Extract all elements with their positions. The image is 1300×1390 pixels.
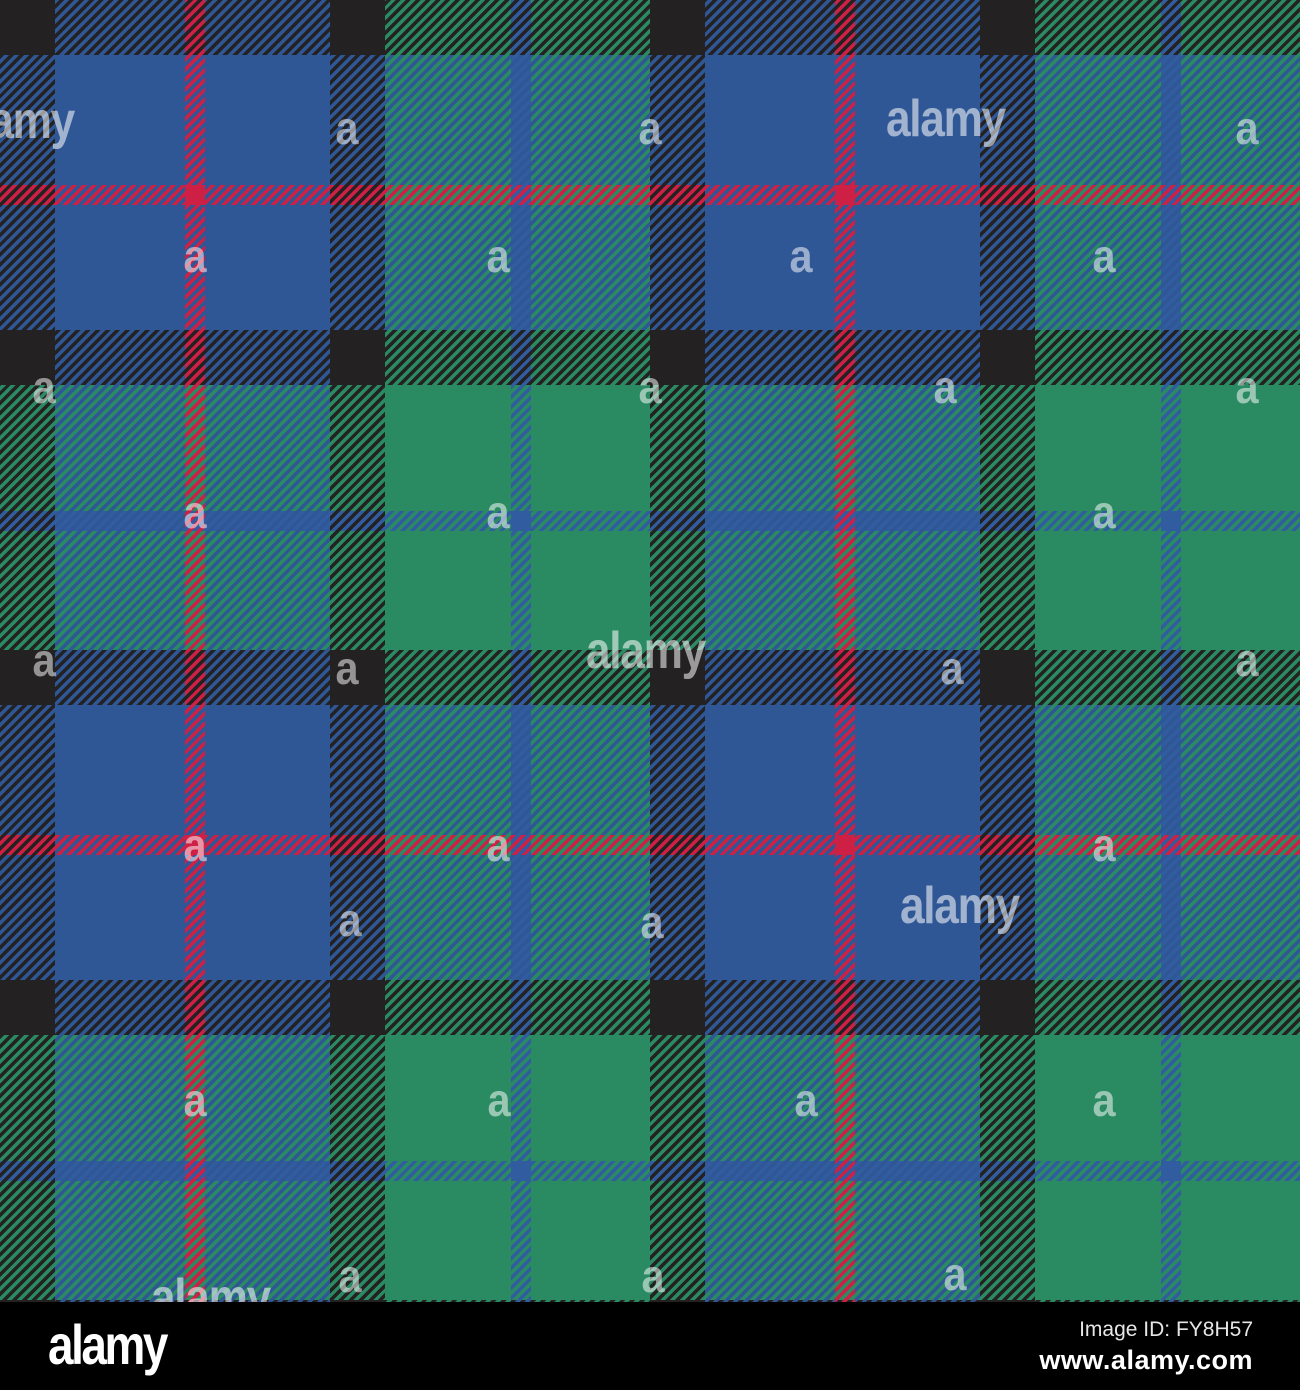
alamy-url-text: www.alamy.com bbox=[1039, 1345, 1253, 1376]
a-watermark: a bbox=[335, 102, 359, 154]
alamy-footer-bar: alamy Image ID: FY8H57 www.alamy.com bbox=[0, 1302, 1300, 1390]
alamy-watermark: alamy bbox=[900, 877, 1020, 935]
a-watermark: a bbox=[638, 361, 662, 413]
a-watermark: a bbox=[338, 894, 362, 946]
a-watermark: a bbox=[183, 819, 207, 871]
a-watermark: a bbox=[183, 486, 207, 538]
a-watermark: a bbox=[638, 102, 662, 154]
alamy-watermark: alamy bbox=[886, 90, 1006, 148]
a-watermark: a bbox=[338, 1250, 362, 1302]
a-watermark: a bbox=[335, 642, 359, 694]
a-watermark: a bbox=[943, 1248, 967, 1300]
a-watermark: a bbox=[933, 361, 957, 413]
a-watermark: a bbox=[1235, 102, 1259, 154]
a-watermark: a bbox=[487, 1074, 511, 1126]
a-watermark: a bbox=[794, 1074, 818, 1126]
a-watermark: a bbox=[1092, 486, 1116, 538]
a-watermark: a bbox=[1092, 1074, 1116, 1126]
a-watermark: a bbox=[183, 230, 207, 282]
a-watermark: a bbox=[940, 642, 964, 694]
alamy-watermark: alamy bbox=[0, 92, 75, 150]
watermark-layer: alamyalamyalamyalamyalamyaaaaaaaaaaaaaaa… bbox=[0, 0, 1300, 1302]
a-watermark: a bbox=[1092, 230, 1116, 282]
a-watermark: a bbox=[486, 486, 510, 538]
tartan-weft-twill bbox=[0, 0, 1300, 1302]
a-watermark: a bbox=[789, 230, 813, 282]
a-watermark: a bbox=[183, 1074, 207, 1126]
alamy-watermark: alamy bbox=[586, 622, 706, 680]
a-watermark: a bbox=[641, 1250, 665, 1302]
a-watermark: a bbox=[1235, 634, 1259, 686]
a-watermark: a bbox=[486, 230, 510, 282]
a-watermark: a bbox=[1235, 361, 1259, 413]
a-watermark: a bbox=[32, 634, 56, 686]
a-watermark: a bbox=[1092, 819, 1116, 871]
a-watermark: a bbox=[640, 896, 664, 948]
a-watermark: a bbox=[486, 819, 510, 871]
a-watermark: a bbox=[32, 361, 56, 413]
image-id-text: Image ID: FY8H57 bbox=[1079, 1318, 1253, 1341]
alamy-logo: alamy bbox=[48, 1312, 168, 1376]
image-meta: Image ID: FY8H57 www.alamy.com bbox=[1039, 1318, 1253, 1376]
